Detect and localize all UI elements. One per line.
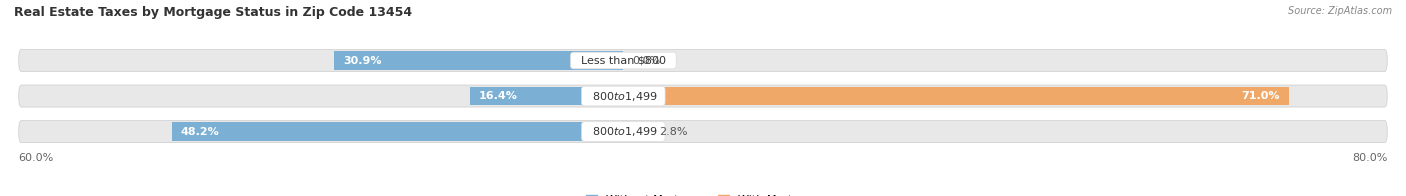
Text: 0.0%: 0.0%	[633, 55, 661, 65]
Text: 16.4%: 16.4%	[479, 91, 517, 101]
FancyBboxPatch shape	[18, 121, 1388, 142]
Bar	[470, 87, 623, 105]
FancyBboxPatch shape	[18, 50, 1388, 72]
Bar	[623, 122, 650, 141]
Text: Less than $800: Less than $800	[574, 55, 673, 65]
Text: Real Estate Taxes by Mortgage Status in Zip Code 13454: Real Estate Taxes by Mortgage Status in …	[14, 6, 412, 19]
Text: 60.0%: 60.0%	[18, 153, 53, 163]
Text: 80.0%: 80.0%	[1353, 153, 1388, 163]
Text: 71.0%: 71.0%	[1241, 91, 1279, 101]
Bar	[333, 51, 623, 70]
Bar	[623, 87, 1289, 105]
Text: 2.8%: 2.8%	[659, 127, 688, 137]
Legend: Without Mortgage, With Mortgage: Without Mortgage, With Mortgage	[582, 191, 824, 196]
Bar	[172, 122, 623, 141]
Text: 48.2%: 48.2%	[181, 127, 219, 137]
Text: $800 to $1,499: $800 to $1,499	[585, 90, 662, 103]
Text: Source: ZipAtlas.com: Source: ZipAtlas.com	[1288, 6, 1392, 16]
Text: $800 to $1,499: $800 to $1,499	[585, 125, 662, 138]
Text: 30.9%: 30.9%	[343, 55, 381, 65]
FancyBboxPatch shape	[18, 85, 1388, 107]
